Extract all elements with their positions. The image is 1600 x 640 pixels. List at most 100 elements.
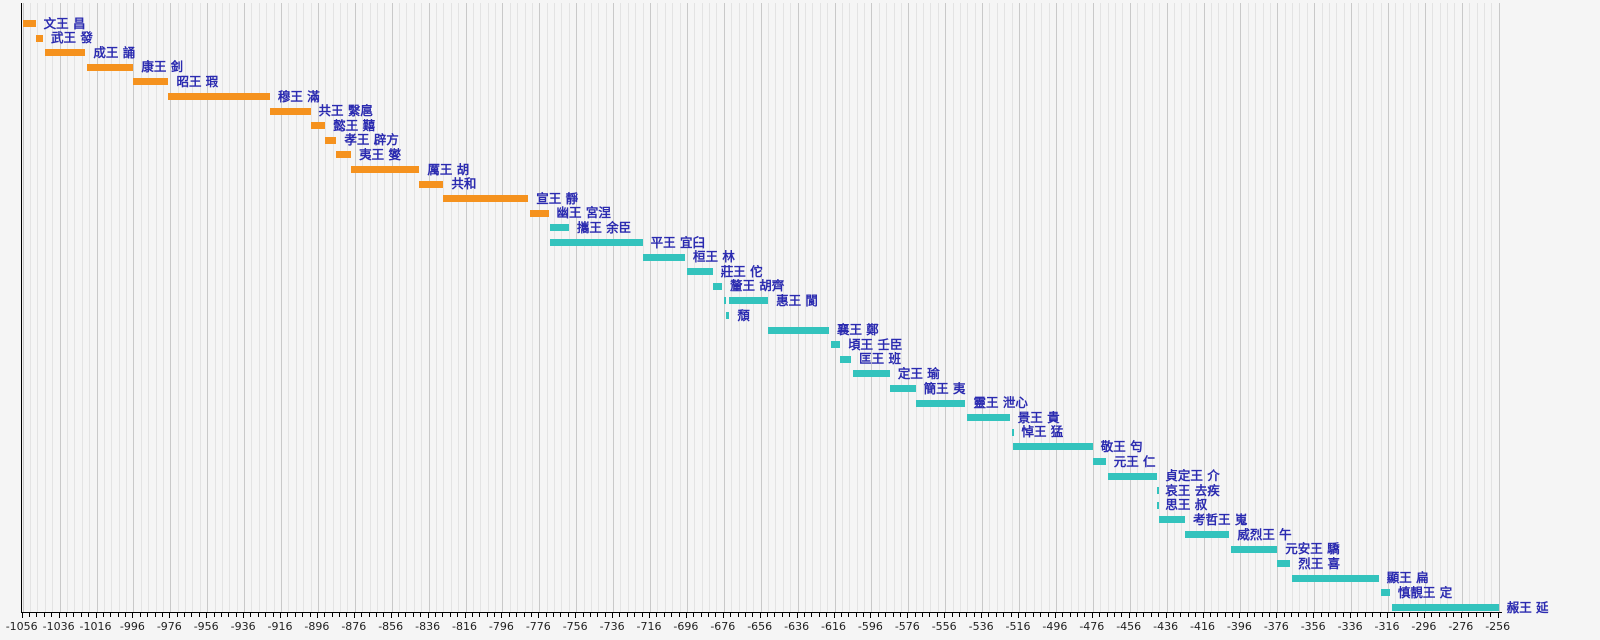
- axis-tick: [339, 613, 341, 617]
- minor-gridline: [878, 3, 880, 612]
- reign-bar: [967, 414, 1010, 422]
- axis-tick-label: -976: [156, 620, 182, 633]
- king-label: 幽王 宮涅: [556, 205, 611, 221]
- major-gridline: [502, 3, 504, 612]
- reign-bar: [550, 239, 643, 246]
- axis-tick: [553, 613, 555, 617]
- minor-gridline: [731, 3, 733, 612]
- king-label: 哀王 去疾: [1165, 482, 1220, 498]
- king-label: 平王 宜臼: [650, 234, 705, 250]
- axis-tick: [1431, 613, 1433, 617]
- axis-tick: [21, 613, 23, 618]
- reign-bar: [1277, 560, 1291, 568]
- minor-gridline: [199, 3, 201, 612]
- axis-tick-label: -356: [1300, 620, 1326, 633]
- minor-gridline: [214, 3, 216, 612]
- minor-gridline: [546, 3, 548, 612]
- minor-gridline: [1380, 3, 1382, 612]
- minor-gridline: [1358, 3, 1360, 612]
- minor-gridline: [1144, 3, 1146, 612]
- minor-gridline: [753, 3, 755, 612]
- axis-tick: [117, 613, 119, 617]
- axis-tick: [1364, 613, 1366, 617]
- axis-tick: [671, 613, 673, 617]
- axis-tick: [1305, 613, 1307, 617]
- axis-tick: [191, 613, 193, 617]
- axis-tick: [1224, 613, 1226, 617]
- minor-gridline: [192, 3, 194, 612]
- minor-gridline: [177, 3, 179, 612]
- axis-tick-label: -1036: [42, 620, 75, 633]
- axis-tick: [161, 613, 163, 617]
- axis-tick: [95, 613, 97, 618]
- axis-tick: [575, 613, 577, 618]
- king-label: 宣王 靜: [536, 190, 579, 206]
- minor-gridline: [1151, 3, 1153, 612]
- king-label: 景王 貴: [1017, 409, 1060, 425]
- axis-tick: [176, 613, 178, 617]
- reign-bar: [729, 297, 769, 305]
- axis-tick-label: -576: [894, 620, 920, 633]
- minor-gridline: [679, 3, 681, 612]
- axis-tick-label: -996: [119, 620, 145, 633]
- minor-gridline: [627, 3, 629, 612]
- axis-tick: [1187, 613, 1189, 617]
- minor-gridline: [1292, 3, 1294, 612]
- axis-tick-label: -916: [267, 620, 293, 633]
- axis-tick: [708, 613, 710, 617]
- minor-gridline: [1048, 3, 1050, 612]
- minor-gridline: [804, 3, 806, 612]
- major-gridline: [1277, 3, 1279, 612]
- axis-tick: [1195, 613, 1197, 617]
- axis-tick: [523, 613, 525, 617]
- major-gridline: [1055, 3, 1057, 612]
- axis-tick: [442, 613, 444, 617]
- axis-tick: [604, 613, 606, 617]
- axis-tick: [545, 613, 547, 617]
- axis-tick: [855, 613, 857, 617]
- major-gridline: [1240, 3, 1242, 612]
- minor-gridline: [295, 3, 297, 612]
- king-label: 匡王 班: [859, 351, 901, 367]
- minor-gridline: [554, 3, 556, 612]
- axis-tick: [1202, 613, 1204, 618]
- axis-tick: [228, 613, 230, 617]
- minor-gridline: [369, 3, 371, 612]
- minor-gridline: [480, 3, 482, 612]
- axis-tick: [796, 613, 798, 618]
- axis-tick: [981, 613, 983, 618]
- axis-tick: [1084, 613, 1086, 617]
- reign-bar: [1231, 545, 1278, 553]
- axis-tick: [1077, 613, 1079, 617]
- minor-gridline: [1063, 3, 1065, 612]
- reign-bar: [1107, 472, 1158, 480]
- axis-tick: [1032, 613, 1034, 617]
- axis-tick-label: -716: [636, 620, 662, 633]
- minor-gridline: [1262, 3, 1264, 612]
- minor-gridline: [524, 3, 526, 612]
- axis-tick-label: -1056: [5, 620, 38, 633]
- king-label: 厲王 胡: [427, 161, 470, 177]
- minor-gridline: [37, 3, 39, 612]
- major-gridline: [59, 3, 61, 612]
- reign-bar: [830, 341, 841, 349]
- major-gridline: [170, 3, 172, 612]
- minor-gridline: [347, 3, 349, 612]
- axis-tick: [361, 613, 363, 617]
- minor-gridline: [605, 3, 607, 612]
- minor-gridline: [1365, 3, 1367, 612]
- reign-bar: [840, 355, 852, 363]
- major-gridline: [281, 3, 282, 612]
- minor-gridline: [266, 3, 268, 612]
- axis-tick: [1121, 613, 1123, 617]
- minor-gridline: [126, 3, 128, 612]
- minor-gridline: [642, 3, 644, 612]
- minor-gridline: [81, 3, 83, 612]
- king-label: 元安王 驕: [1285, 541, 1340, 557]
- axis-tick-label: -476: [1079, 620, 1105, 633]
- minor-gridline: [701, 3, 703, 612]
- axis-tick: [368, 613, 370, 617]
- axis-tick: [973, 613, 975, 617]
- axis-tick: [1423, 613, 1425, 618]
- minor-gridline: [30, 3, 32, 612]
